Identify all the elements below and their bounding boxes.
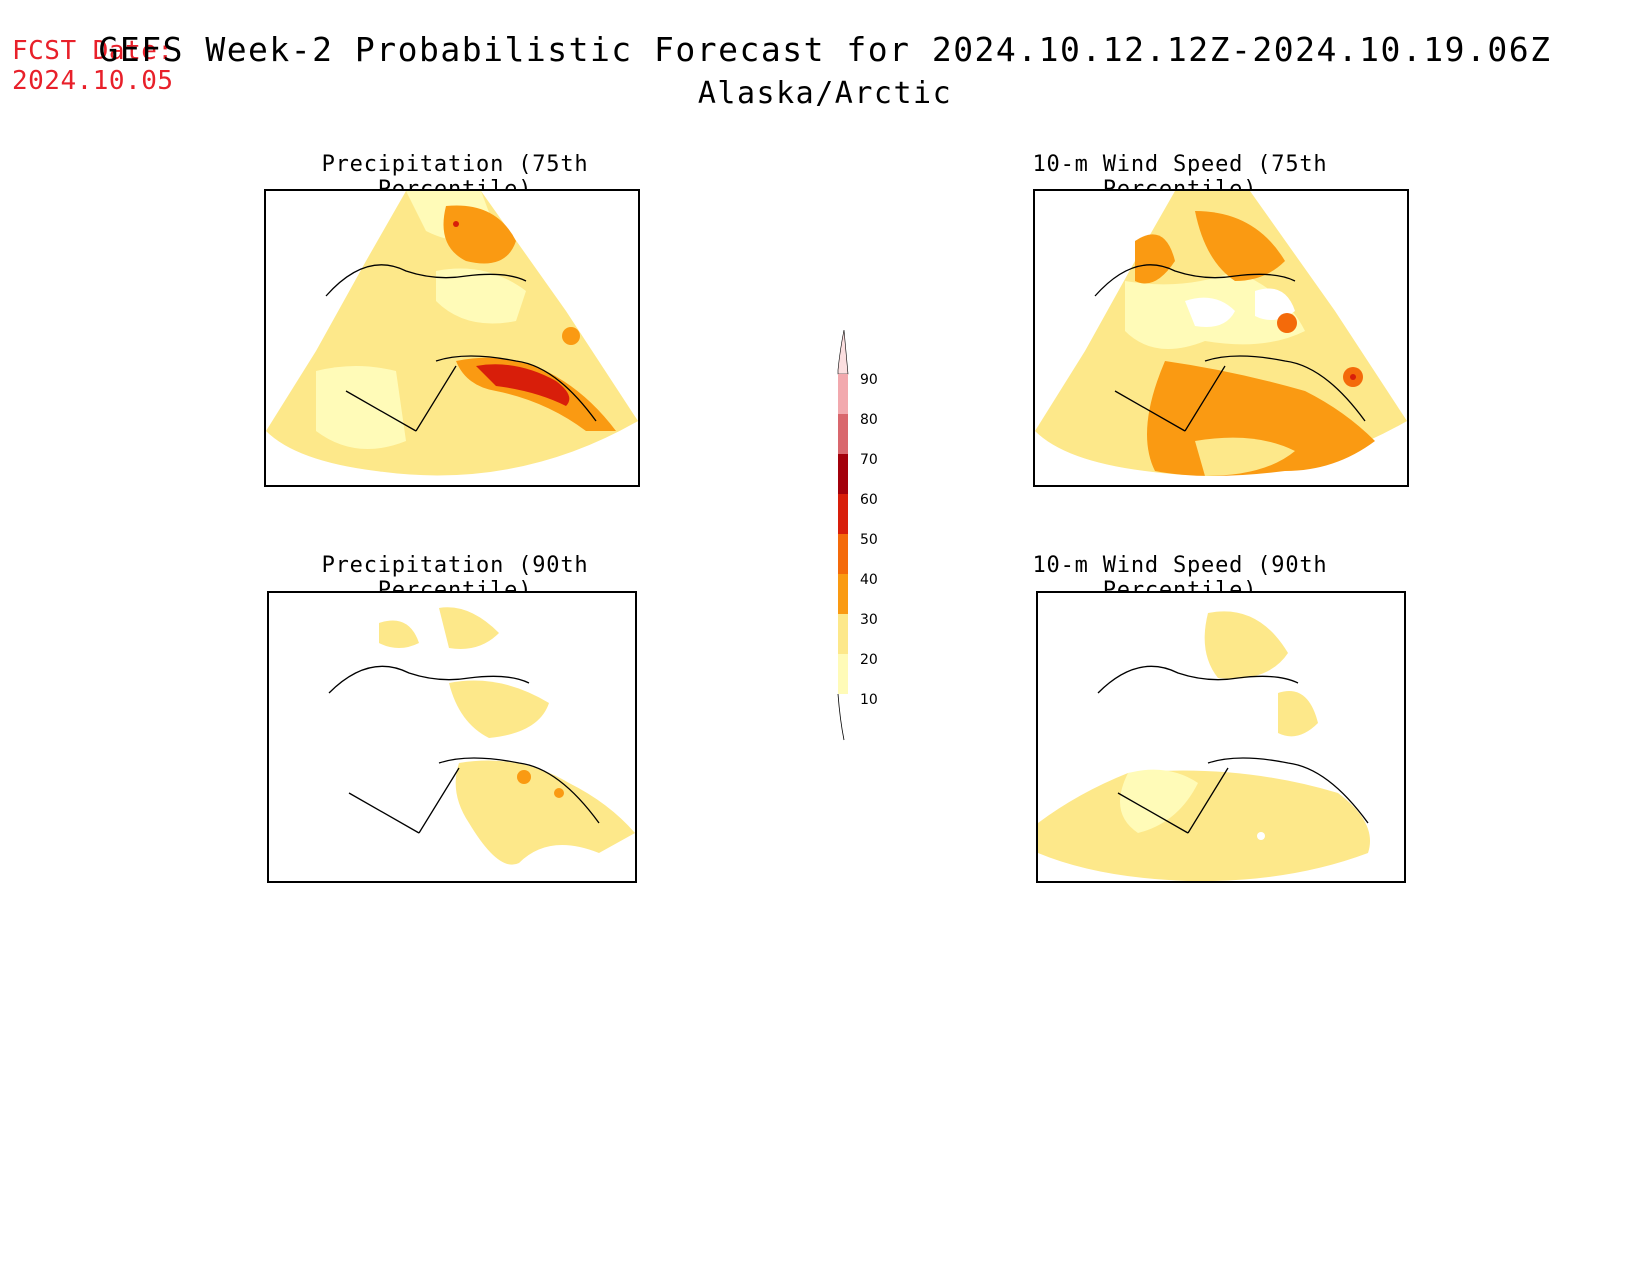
- forecast-date-block: FCST Date: 2024.10.05: [12, 36, 174, 96]
- legend-label-70: 70: [860, 452, 878, 468]
- legend-label-50: 50: [860, 532, 878, 548]
- legend-label-60: 60: [860, 492, 878, 508]
- forecast-date-label: FCST Date:: [12, 36, 174, 66]
- map-panel-wind-75: [1033, 189, 1409, 487]
- legend-label-90: 90: [860, 372, 878, 388]
- color-legend: 90 80 70 60 50 40 30 20 10: [820, 329, 900, 750]
- page-title: GEFS Week-2 Probabilistic Forecast for 2…: [98, 30, 1552, 69]
- legend-label-20: 20: [860, 652, 878, 668]
- legend-label-30: 30: [860, 612, 878, 628]
- region-subtitle: Alaska/Arctic: [697, 76, 953, 111]
- legend-label-80: 80: [860, 412, 878, 428]
- map-panel-precip-75: [264, 189, 640, 487]
- forecast-date-value: 2024.10.05: [12, 66, 174, 96]
- legend-colorbar: [837, 329, 849, 741]
- legend-label-10: 10: [860, 692, 878, 708]
- map-wind-90: [1038, 611, 1370, 881]
- map-precip-75: [266, 191, 638, 476]
- legend-label-40: 40: [860, 572, 878, 588]
- map-wind-75: [1035, 191, 1407, 476]
- map-precip-90: [328, 607, 635, 865]
- map-panel-wind-90: [1036, 591, 1406, 883]
- map-panel-precip-90: [267, 591, 637, 883]
